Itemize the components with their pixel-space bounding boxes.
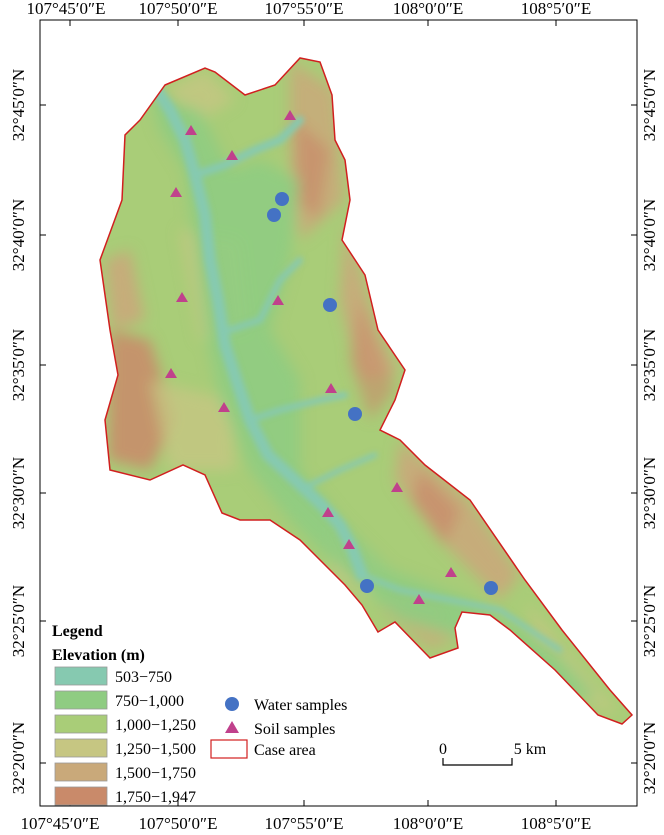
soil-sample-marker <box>343 539 355 549</box>
top-lon-label: 108°5′0″E <box>521 0 591 18</box>
legend-swatch-2 <box>54 690 108 710</box>
top-lon-label: 107°55′0″E <box>265 0 344 18</box>
soil-samples-legend-icon <box>225 721 239 733</box>
soil-sample-marker <box>272 295 284 305</box>
water-samples-legend-icon <box>225 697 239 711</box>
scale-bar: 0 5 km <box>439 741 547 766</box>
top-lon-label: 107°45′0″E <box>27 0 106 18</box>
right-lat-label: 32°45′0″N <box>640 69 659 141</box>
water-sample-marker <box>275 192 289 206</box>
soil-sample-marker <box>284 110 296 120</box>
case-area-legend-icon <box>210 739 248 759</box>
legend: Legend Elevation (m) 503−750 750−1,000 1… <box>52 623 347 806</box>
water-sample-marker <box>360 579 374 593</box>
top-lon-label: 107°50′0″E <box>139 0 218 18</box>
water-sample-marker <box>348 407 362 421</box>
left-lat-label: 32°20′0″N <box>9 722 28 794</box>
elevation-raster <box>100 58 632 724</box>
scale-bar-start-label: 0 <box>439 741 447 758</box>
soil-sample-marker <box>165 368 177 378</box>
legend-subtitle: Elevation (m) <box>52 647 145 664</box>
legend-label-6: 1,750−1,947 <box>115 789 196 806</box>
right-lat-label: 32°35′0″N <box>640 329 659 401</box>
legend-label-4: 1,250−1,500 <box>115 741 196 758</box>
bottom-lon-label: 107°50′0″E <box>139 814 218 833</box>
right-lat-label: 32°25′0″N <box>640 585 659 657</box>
water-sample-marker <box>323 298 337 312</box>
right-lat-label: 32°20′0″N <box>640 722 659 794</box>
soil-sample-marker <box>185 125 197 135</box>
right-lat-label: 32°40′0″N <box>640 199 659 271</box>
soil-sample-marker <box>391 482 403 492</box>
bottom-lon-label: 107°45′0″E <box>21 814 100 833</box>
left-lat-label: 32°45′0″N <box>9 69 28 141</box>
soil-sample-marker <box>325 383 337 393</box>
water-sample-marker <box>484 581 498 595</box>
legend-label-5: 1,500−1,750 <box>115 765 196 782</box>
soil-sample-marker <box>413 594 425 604</box>
water-sample-marker <box>267 208 281 222</box>
soil-sample-marker <box>226 150 238 160</box>
legend-swatch-4 <box>54 738 108 758</box>
soil-samples <box>165 110 457 604</box>
legend-swatch-3 <box>54 714 108 734</box>
legend-label-2: 750−1,000 <box>115 693 184 710</box>
bottom-lon-label: 108°0′0″E <box>393 814 463 833</box>
legend-swatch-6 <box>54 786 108 806</box>
case-area-legend-label: Case area <box>254 742 316 759</box>
left-lat-label: 32°35′0″N <box>9 329 28 401</box>
map-frame <box>39 19 638 807</box>
left-lat-label: 32°40′0″N <box>9 199 28 271</box>
water-samples <box>267 192 498 595</box>
soil-sample-marker <box>170 187 182 197</box>
soil-samples-legend-label: Soil samples <box>254 721 335 738</box>
left-lat-label: 32°25′0″N <box>9 585 28 657</box>
legend-label-1: 503−750 <box>115 669 172 686</box>
legend-label-3: 1,000−1,250 <box>115 717 196 734</box>
water-samples-legend-label: Water samples <box>254 697 347 714</box>
scale-bar-end-label: 5 km <box>514 741 547 758</box>
right-lat-label: 32°30′0″N <box>640 457 659 529</box>
soil-sample-marker <box>218 402 230 412</box>
bottom-lon-label: 107°55′0″E <box>265 814 344 833</box>
soil-sample-marker <box>322 507 334 517</box>
bottom-lon-label: 108°5′0″E <box>521 814 591 833</box>
left-lat-label: 32°30′0″N <box>9 457 28 529</box>
soil-sample-marker <box>445 567 457 577</box>
case-area-boundary <box>99 57 634 725</box>
legend-swatch-5 <box>54 762 108 782</box>
soil-sample-marker <box>176 292 188 302</box>
legend-title: Legend <box>52 623 103 640</box>
top-lon-label: 108°0′0″E <box>393 0 463 18</box>
legend-swatch-1 <box>54 666 108 686</box>
